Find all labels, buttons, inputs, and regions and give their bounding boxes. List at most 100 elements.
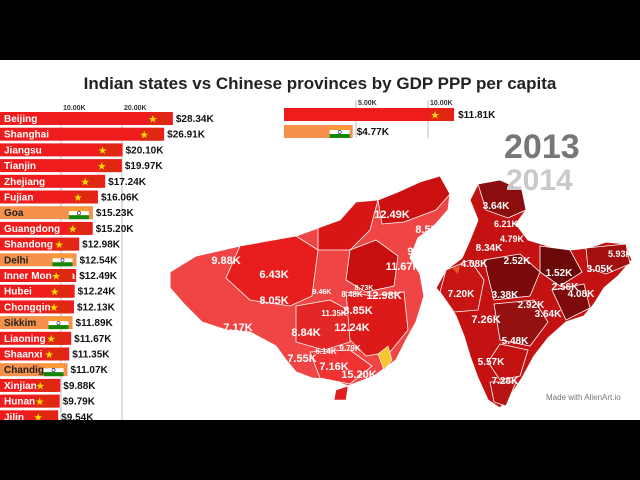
map-region-label: 8.85K [343, 305, 372, 317]
country-axis-tick: 10.00K [430, 100, 453, 107]
rank-bar-value: $28.34K [176, 114, 215, 125]
rank-bar-value: $11.35K [72, 350, 110, 361]
rank-bar-row: Shaanxi $11.35K [0, 347, 110, 361]
rank-bar-name: Guangdong [4, 224, 60, 235]
rank-bar-name: Inner Mongolia [4, 271, 76, 282]
rank-bar-row: Xinjiang $9.88K [0, 378, 96, 392]
rank-bar-name: Delhi [4, 255, 29, 266]
rank-bar-value: $15.20K [96, 224, 135, 235]
rank-bar [0, 159, 122, 173]
rank-bar-row: Jilin $9.54K [0, 410, 94, 420]
rank-bar-value: $12.13K [77, 302, 116, 313]
country-bar-row: $11.81K [284, 108, 496, 121]
rank-bar-row: Goa $15.23K [0, 206, 134, 220]
china-map [169, 175, 451, 401]
china-flag-icon [98, 144, 119, 157]
china-province [225, 235, 319, 307]
rank-bar-value: $11.07K [71, 365, 109, 376]
chart-frame: Indian states vs Chinese provinces by GD… [0, 60, 640, 420]
map-region-label: 3.64K [483, 201, 510, 212]
map-region-label: 8.57K [415, 224, 444, 236]
china-flag-icon [47, 332, 68, 345]
rank-bar [0, 127, 165, 141]
china-flag-icon [49, 301, 70, 314]
india-state [483, 253, 541, 301]
map-region-label: 7.55K [287, 353, 316, 365]
watermark: Made with AlienArt.io [546, 393, 621, 402]
rank-bar-value: $9.88K [63, 381, 96, 392]
china-province [345, 291, 409, 357]
china-province [309, 349, 373, 385]
country-bar-value: $4.77K [357, 127, 390, 138]
map-region-label: 6.43K [259, 269, 288, 281]
rank-bar-row: Tianjin $19.97K [0, 159, 163, 173]
map-region-label: 12.24K [334, 322, 370, 334]
map-region-label: 8.73K [355, 285, 374, 292]
map-region-label: 5.48K [502, 336, 529, 347]
map-region-label: 12.49K [374, 209, 410, 221]
map-region-label: 11.67K [386, 261, 421, 273]
country-bar-value: $11.81K [458, 110, 496, 121]
map-region-label: 9.88K [211, 255, 240, 267]
rank-bar-name: Hubei [4, 287, 32, 298]
rank-bar-row: Hunan $9.79K [0, 394, 96, 408]
rank-bar-row: Jiangsu $20.10K [0, 143, 164, 157]
rank-bar-name: Xinjiang [4, 381, 43, 392]
rank-bar-row: Shanghai $26.91K [0, 127, 206, 141]
rank-bar-name: Jilin [4, 412, 24, 420]
rank-bar-name: Chandigarh [4, 365, 60, 376]
rank-axis-tick: 10.00K [63, 105, 86, 112]
rank-bar-name: Hunan [4, 397, 35, 408]
china-flag-icon [50, 285, 71, 298]
rank-bar-name: Fujian [4, 193, 33, 204]
india-flag-icon [48, 317, 69, 330]
india-state [489, 381, 517, 407]
map-region-label: 7.26K [471, 314, 500, 326]
choropleth-map: 12.49K 8.57K 9.54K 9.88K 11.67K 6.43K 8.05K 7.1… [169, 175, 633, 409]
india-state [487, 343, 529, 381]
rank-bar-value: $11.89K [76, 318, 114, 329]
map-region-label: 12.98K [366, 290, 402, 302]
map-region-label: 7.17K [223, 322, 252, 334]
china-flag-icon [140, 128, 161, 141]
china-flag-icon [73, 191, 94, 204]
india-map [435, 179, 633, 409]
country-bar-row: $4.77K [284, 125, 390, 138]
chart-title: Indian states vs Chinese provinces by GD… [83, 74, 557, 93]
china-island [333, 385, 349, 401]
country-bars: $11.81K $4.77K [284, 108, 496, 138]
rank-bar-value: $9.54K [61, 412, 94, 420]
year-current: 2013 [504, 128, 580, 166]
india-outline [435, 179, 633, 409]
map-region-label: 2.52K [504, 256, 531, 267]
china-province-highlight [377, 345, 393, 371]
map-region-label: 5.57K [478, 357, 505, 368]
rank-bar-value: $12.98K [82, 240, 121, 251]
rank-bar-name: Jiangsu [4, 145, 42, 156]
map-region-label: 8.34K [476, 243, 503, 254]
india-state [551, 283, 591, 321]
rank-bar-value: $16.06K [101, 193, 140, 204]
map-region-label: 4.79K [500, 234, 525, 244]
map-region-label: 7.16K [319, 361, 348, 373]
rank-bar-row: Hubei $12.24K [0, 284, 116, 298]
china-flag-icon [97, 160, 118, 173]
china-flag-icon [35, 395, 56, 408]
rank-bar-row: Zhejiang $17.24K [0, 174, 147, 188]
map-region-label: 5.93K [608, 249, 633, 259]
china-province [295, 299, 353, 351]
rank-bar-value: $26.91K [167, 130, 206, 141]
rank-bar [0, 112, 173, 125]
rank-bar-name: Goa [4, 208, 24, 219]
rank-bar-value: $9.79K [63, 397, 96, 408]
country-axis-tick: 5.00K [358, 100, 377, 107]
rank-bar-name: Shandong [4, 240, 53, 251]
rank-bar-row: Beijing $28.34K [0, 112, 214, 125]
map-region-label: 8.84K [291, 327, 320, 339]
india-state [493, 299, 549, 347]
map-region-label: 7.28K [492, 376, 519, 387]
map-region-label: 1.52K [546, 268, 573, 279]
china-flag-icon [81, 175, 102, 188]
map-region-label: 9.54K [407, 246, 436, 258]
map-region-label: 9.79K [339, 344, 361, 353]
